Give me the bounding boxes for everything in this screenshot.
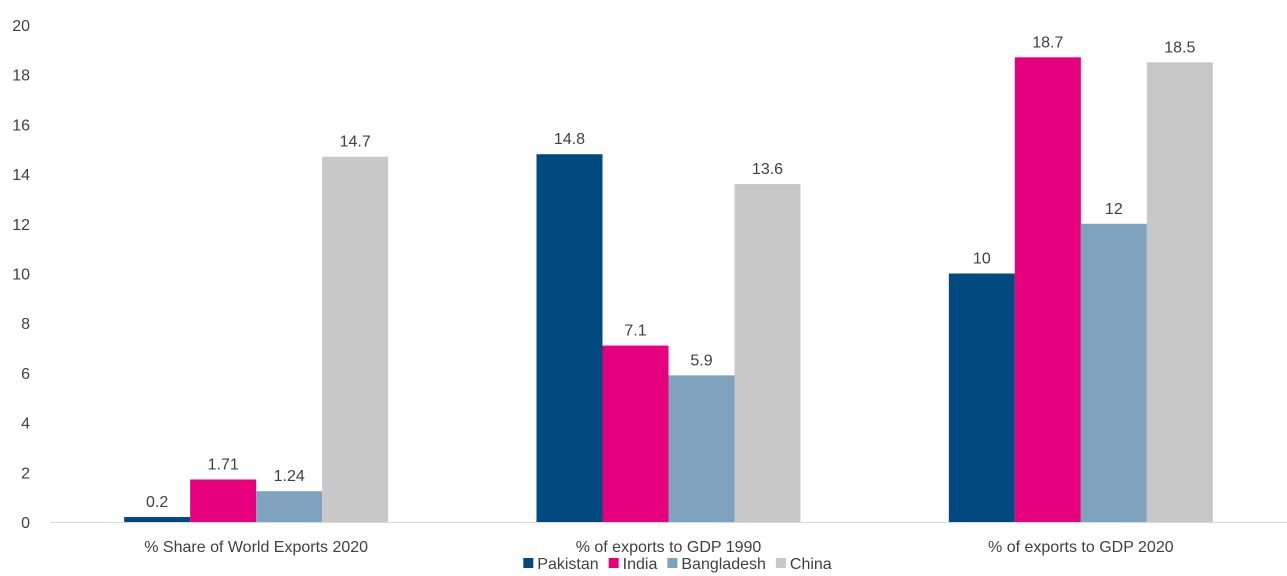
bar-pakistan	[124, 517, 191, 522]
y-tick-label: 10	[12, 267, 30, 284]
y-tick-label: 12	[12, 217, 30, 234]
y-tick-label: 16	[12, 117, 30, 134]
legend-swatch	[608, 558, 619, 568]
bar-india	[190, 479, 257, 522]
bar-china	[734, 184, 801, 523]
data-label: 14.7	[340, 134, 371, 151]
legend-label: China	[790, 556, 832, 573]
y-tick-label: 8	[21, 316, 30, 333]
data-label: 10	[973, 251, 991, 268]
y-tick-label: 20	[12, 18, 30, 35]
data-label: 1.71	[208, 457, 239, 474]
bar-bangladesh	[256, 491, 323, 522]
data-label: 18.5	[1164, 39, 1195, 56]
data-labels: 0.2 1.71 1.24 14.7 14.8 7.1 5.9 13.6 10 18.7 12 18.…	[146, 34, 1195, 511]
x-axis: % Share of World Exports 2020 % of export…	[50, 522, 1287, 556]
y-tick-label: 14	[12, 167, 30, 184]
data-label: 18.7	[1032, 34, 1063, 51]
y-tick-label: 2	[21, 465, 30, 482]
legend-label: Bangladesh	[681, 556, 766, 573]
bar-bangladesh	[668, 375, 735, 522]
bar-pakistan	[948, 273, 1015, 522]
legend: Pakistan India Bangladesh China	[523, 556, 832, 573]
y-tick-label: 18	[12, 68, 30, 85]
x-tick-label: % of exports to GDP 1990	[576, 539, 762, 556]
bar-india	[602, 345, 669, 522]
legend-item-pakistan: Pakistan	[523, 556, 599, 573]
data-label: 13.6	[752, 161, 783, 178]
y-axis: 0 2 4 6 8 10 12 14 16 18 20	[12, 18, 30, 532]
data-label: 1.24	[274, 468, 305, 485]
bar-china	[1146, 62, 1213, 523]
bar-china	[322, 156, 389, 522]
bar-pakistan	[536, 154, 603, 522]
data-label: 0.2	[146, 494, 168, 511]
bar-bangladesh	[1080, 223, 1147, 523]
legend-item-china: China	[775, 556, 832, 573]
legend-swatch	[667, 558, 678, 568]
data-label: 12	[1105, 201, 1123, 218]
y-tick-label: 0	[21, 515, 30, 532]
legend-swatch	[523, 558, 534, 568]
data-label: 7.1	[624, 323, 646, 340]
legend-label: India	[623, 556, 658, 573]
x-tick-label: % Share of World Exports 2020	[144, 539, 368, 556]
y-tick-label: 4	[21, 416, 30, 433]
y-tick-label: 6	[21, 366, 30, 383]
bars	[124, 57, 1213, 523]
legend-item-india: India	[608, 556, 658, 573]
data-label: 5.9	[690, 352, 712, 369]
bar-india	[1014, 57, 1081, 523]
data-label: 14.8	[554, 131, 585, 148]
x-tick-label: % of exports to GDP 2020	[988, 539, 1174, 556]
legend-swatch	[775, 558, 786, 568]
legend-label: Pakistan	[537, 556, 598, 573]
legend-item-bangladesh: Bangladesh	[667, 556, 766, 573]
